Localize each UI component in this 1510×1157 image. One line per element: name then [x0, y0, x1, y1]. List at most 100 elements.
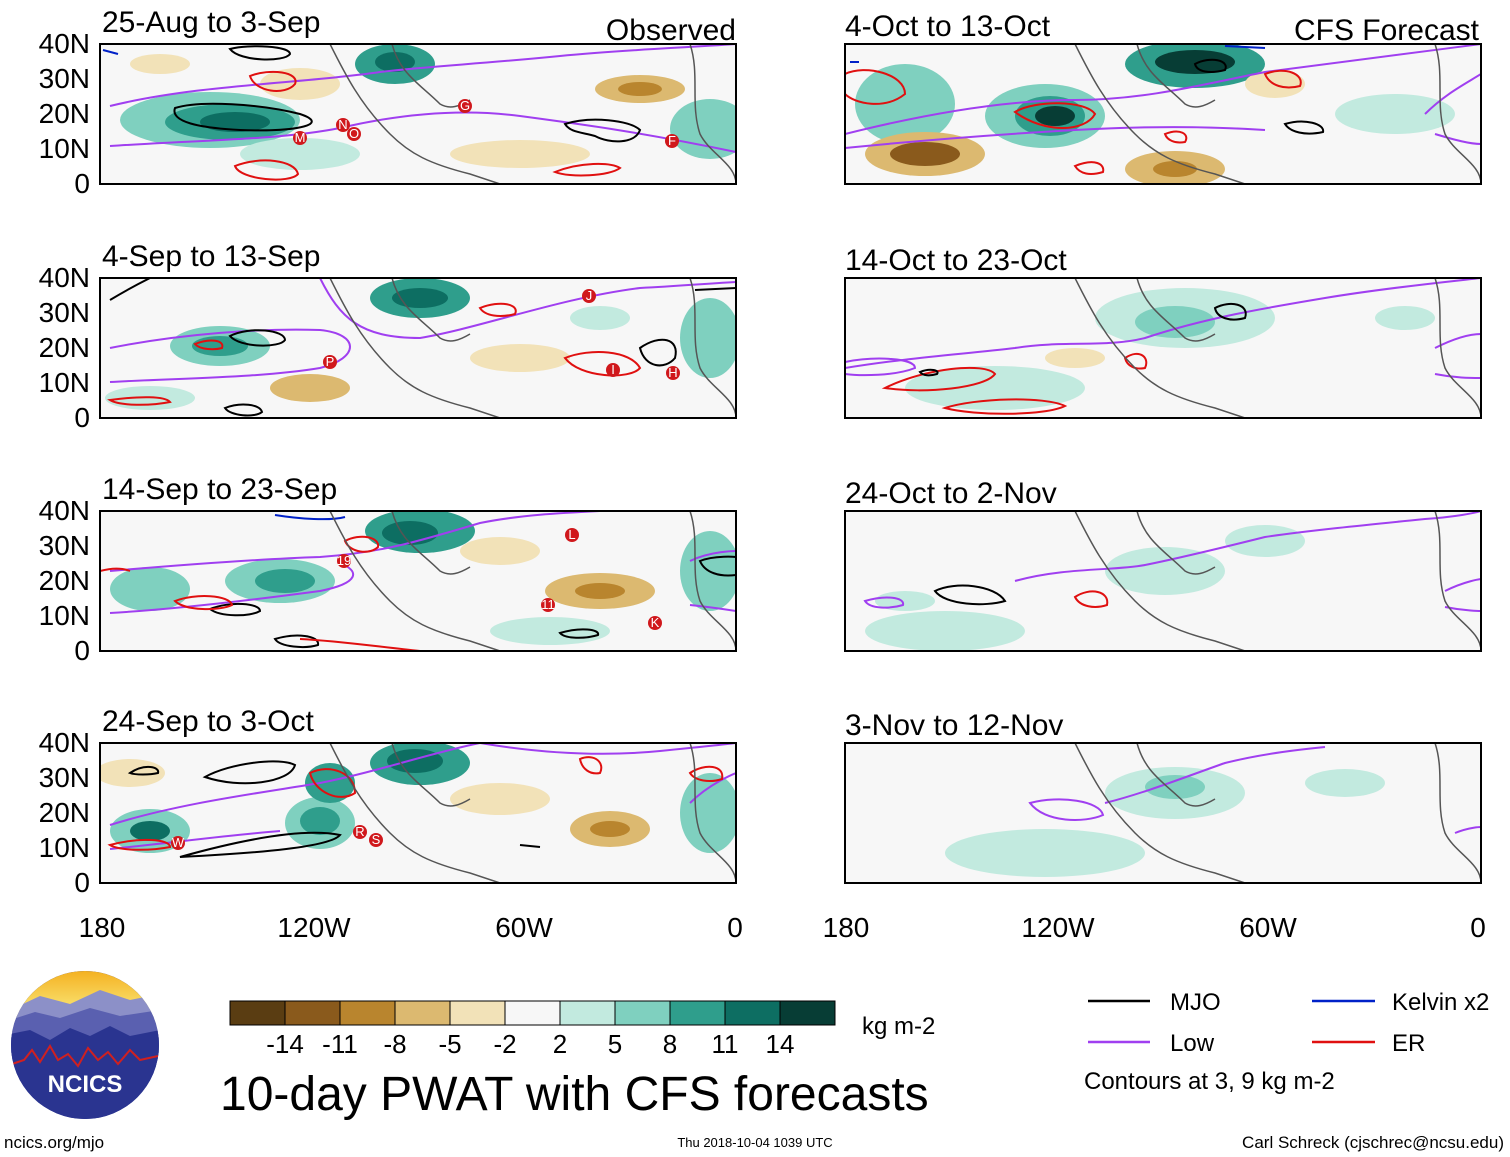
storm-marker: L [565, 527, 579, 542]
svg-text:40N: 40N [39, 495, 90, 526]
colorbar-swatch [229, 1000, 286, 1026]
panel-forecast-3: 24-Oct to 2-Nov [844, 477, 1482, 652]
storm-marker: 11 [541, 597, 555, 612]
colorbar-swatch [614, 1000, 671, 1026]
svg-text:S: S [372, 832, 381, 847]
colorbar-swatch [559, 1000, 616, 1026]
svg-text:L: L [568, 527, 575, 542]
panel-period: 4-Oct to 13-Oct [845, 10, 1051, 43]
ncics-logo: NCICS [11, 971, 159, 1119]
colorbar-tick-label: -5 [438, 1029, 461, 1059]
colorbar-tick-label: 5 [608, 1029, 622, 1059]
svg-text:0: 0 [1470, 912, 1486, 943]
colorbar-swatch [339, 1000, 396, 1026]
panel-period: 14-Sep to 23-Sep [102, 473, 337, 506]
colorbar-tick-label: -11 [322, 1029, 358, 1059]
svg-text:180: 180 [823, 912, 870, 943]
svg-text:W: W [172, 835, 185, 850]
svg-text:Low: Low [1170, 1030, 1215, 1057]
svg-text:20N: 20N [39, 98, 90, 129]
storm-marker: R [353, 824, 367, 839]
colorbar-tick-label: -8 [383, 1029, 406, 1059]
x-axis-forecast: 180 120W 60W 0 [823, 912, 1486, 943]
legend-item-low: Low [1088, 1030, 1215, 1057]
svg-text:19: 19 [337, 553, 351, 568]
storm-marker: M [293, 130, 307, 145]
panel-period: 25-Aug to 3-Sep [102, 6, 320, 39]
svg-text:20N: 20N [39, 332, 90, 363]
svg-text:Kelvin x2: Kelvin x2 [1392, 989, 1489, 1016]
svg-text:30N: 30N [39, 63, 90, 94]
colorbar-tick-label: -2 [493, 1029, 516, 1059]
colorbar-boxes [229, 1000, 836, 1026]
logo-text: NCICS [48, 1071, 123, 1098]
svg-text:30N: 30N [39, 762, 90, 793]
colorbar-tick-label: -14 [266, 1029, 304, 1059]
svg-text:120W: 120W [277, 912, 351, 943]
svg-text:60W: 60W [495, 912, 553, 943]
svg-text:10N: 10N [39, 600, 90, 631]
colorbar-swatch [724, 1000, 781, 1026]
storm-marker: J [582, 288, 596, 303]
legend-note: Contours at 3, 9 kg m-2 [1084, 1068, 1335, 1095]
y-axis: 40N 30N 20N 10N 0 [39, 727, 90, 898]
svg-text:H: H [668, 365, 677, 380]
observed-label: Observed [606, 14, 736, 47]
svg-text:I: I [611, 362, 615, 377]
panel-observed-4: 24-Sep to 3-Oct W R S 40N 30N 20N 10N 0 [39, 705, 737, 898]
svg-text:K: K [651, 615, 660, 630]
svg-text:G: G [460, 98, 470, 113]
svg-text:30N: 30N [39, 530, 90, 561]
panel-period: 14-Oct to 23-Oct [845, 244, 1067, 277]
storm-marker: H [666, 365, 680, 380]
colorbar-ticks: -14 -11 -8 -5 -2 2 5 8 11 14 [266, 1029, 794, 1059]
panel-observed-2: 4-Sep to 13-Sep J P I H 40N 30N 20N 10N … [39, 240, 737, 433]
colorbar-swatch [449, 1000, 506, 1026]
legend-item-er: ER [1312, 1030, 1425, 1057]
svg-text:0: 0 [74, 867, 90, 898]
colorbar: -14 -11 -8 -5 -2 2 5 8 11 14 kg m-2 [229, 1000, 935, 1059]
footer-url[interactable]: ncics.org/mjo [4, 1133, 104, 1152]
panel-period: 24-Oct to 2-Nov [845, 477, 1057, 510]
svg-text:MJO: MJO [1170, 989, 1221, 1016]
svg-text:120W: 120W [1021, 912, 1095, 943]
storm-marker: P [323, 354, 337, 369]
svg-text:P: P [326, 354, 335, 369]
svg-text:0: 0 [74, 168, 90, 199]
colorbar-tick-label: 11 [712, 1029, 739, 1059]
svg-text:40N: 40N [39, 28, 90, 59]
storm-marker: 19 [337, 553, 351, 568]
y-axis: 40N 30N 20N 10N 0 [39, 262, 90, 433]
colorbar-tick-label: 14 [766, 1029, 795, 1059]
storm-marker: I [606, 362, 620, 377]
panel-period: 4-Sep to 13-Sep [102, 240, 320, 273]
panel-observed-1: 25-Aug to 3-Sep Observed M N O G F 40N 3… [39, 6, 737, 199]
colorbar-swatch [284, 1000, 341, 1026]
svg-text:10N: 10N [39, 133, 90, 164]
colorbar-swatch [779, 1000, 836, 1026]
panel-period: 24-Sep to 3-Oct [102, 705, 314, 738]
svg-text:M: M [295, 130, 306, 145]
svg-text:20N: 20N [39, 565, 90, 596]
legend-item-kelvin: Kelvin x2 [1312, 989, 1489, 1016]
panel-forecast-2: 14-Oct to 23-Oct [844, 244, 1482, 419]
y-axis: 40N 30N 20N 10N 0 [39, 28, 90, 199]
y-axis: 40N 30N 20N 10N 0 [39, 495, 90, 666]
storm-marker: G [458, 98, 472, 113]
colorbar-swatch [394, 1000, 451, 1026]
svg-text:20N: 20N [39, 797, 90, 828]
svg-text:J: J [586, 288, 593, 303]
svg-text:0: 0 [74, 402, 90, 433]
panel-observed-3: 14-Sep to 23-Sep L 19 11 K 40N 30N 20N 1… [39, 473, 737, 666]
svg-text:0: 0 [74, 635, 90, 666]
svg-text:F: F [668, 133, 676, 148]
svg-text:11: 11 [541, 597, 555, 612]
colorbar-swatch [669, 1000, 726, 1026]
storm-marker: S [369, 832, 383, 847]
storm-marker: K [648, 615, 662, 630]
storm-marker: W [171, 835, 185, 850]
colorbar-units: kg m-2 [862, 1013, 935, 1040]
storm-marker: N [336, 117, 350, 132]
legend: MJO Kelvin x2 Low ER Contours at 3, 9 kg… [1084, 989, 1489, 1095]
colorbar-tick-label: 8 [663, 1029, 677, 1059]
